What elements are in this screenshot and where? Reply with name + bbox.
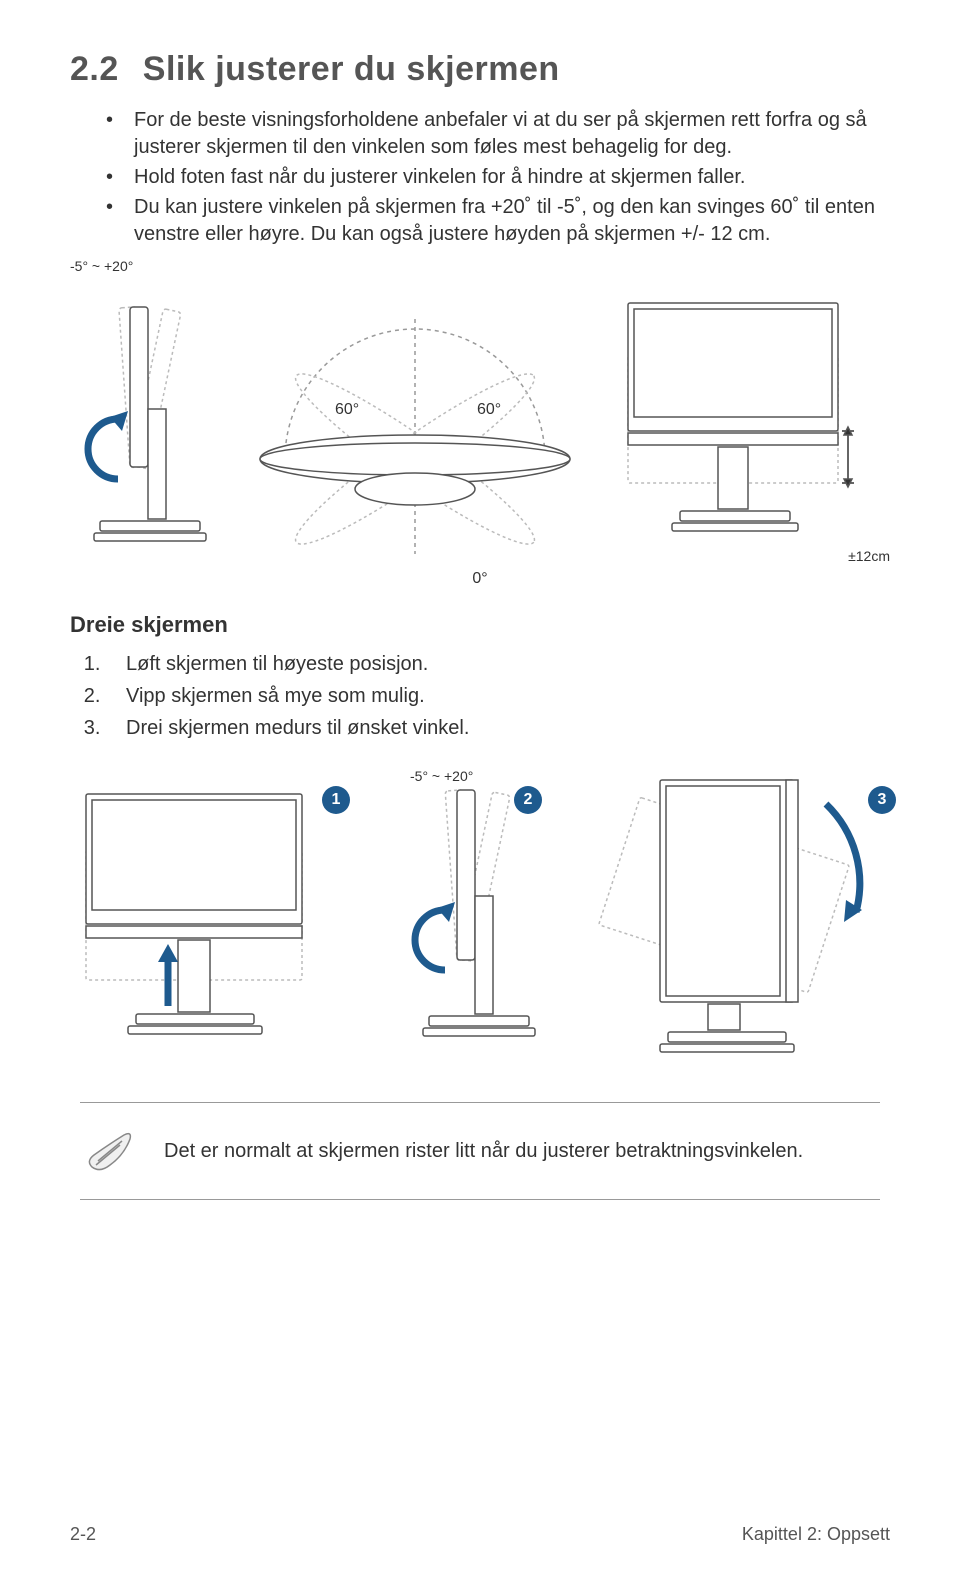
bullet-list: For de beste visningsforholdene anbefale… xyxy=(106,107,890,248)
tilt-diagram xyxy=(70,299,220,564)
chapter-label: Kapittel 2: Oppsett xyxy=(742,1524,890,1545)
tilt-range-label: -5° ~ +20° xyxy=(70,258,890,274)
note-text: Det er normalt at skjermen rister litt n… xyxy=(164,1140,803,1163)
adjustment-diagrams: 60° 60° xyxy=(70,284,890,564)
step-badge: 2 xyxy=(514,786,542,814)
rotate-subheading: Dreie skjermen xyxy=(70,612,890,638)
page-number: 2-2 xyxy=(70,1524,96,1545)
swivel-right-label: 60° xyxy=(477,401,501,418)
rotate-step2-diagram: -5° ~ +20° 2 xyxy=(370,772,570,1057)
section-number: 2.2 xyxy=(70,50,119,88)
step-item: Drei skjermen medurs til ønsket vinkel. xyxy=(106,712,890,744)
height-label: ±12cm xyxy=(610,548,890,564)
bullet-item: For de beste visningsforholdene anbefale… xyxy=(106,107,890,161)
rotate-step1-diagram: 1 xyxy=(70,772,350,1057)
step-item: Løft skjermen til høyeste posisjon. xyxy=(106,648,890,680)
tilt-label-small: -5° ~ +20° xyxy=(410,768,473,784)
swivel-zero-label: 0° xyxy=(70,570,890,588)
step-badge: 3 xyxy=(868,786,896,814)
bullet-item: Du kan justere vinkelen på skjermen fra … xyxy=(106,194,890,248)
height-diagram: ±12cm xyxy=(610,283,890,564)
page-footer: 2-2 Kapittel 2: Oppsett xyxy=(70,1524,890,1545)
steps-list: Løft skjermen til høyeste posisjon. Vipp… xyxy=(106,648,890,744)
step-badge: 1 xyxy=(322,786,350,814)
section-title: Slik justerer du skjermen xyxy=(143,50,560,88)
step-item: Vipp skjermen så mye som mulig. xyxy=(106,680,890,712)
section-heading: 2.2 Slik justerer du skjermen xyxy=(70,50,890,89)
swivel-left-label: 60° xyxy=(335,401,359,418)
bullet-item: Hold foten fast når du justerer vinkelen… xyxy=(106,164,890,191)
rotate-diagrams: 1 -5° ~ +20° 2 xyxy=(70,772,890,1072)
note-icon xyxy=(80,1125,140,1177)
swivel-diagram: 60° 60° xyxy=(220,309,610,564)
rotate-step3-diagram: 3 xyxy=(590,772,890,1067)
note-block: Det er normalt at skjermen rister litt n… xyxy=(80,1102,880,1200)
